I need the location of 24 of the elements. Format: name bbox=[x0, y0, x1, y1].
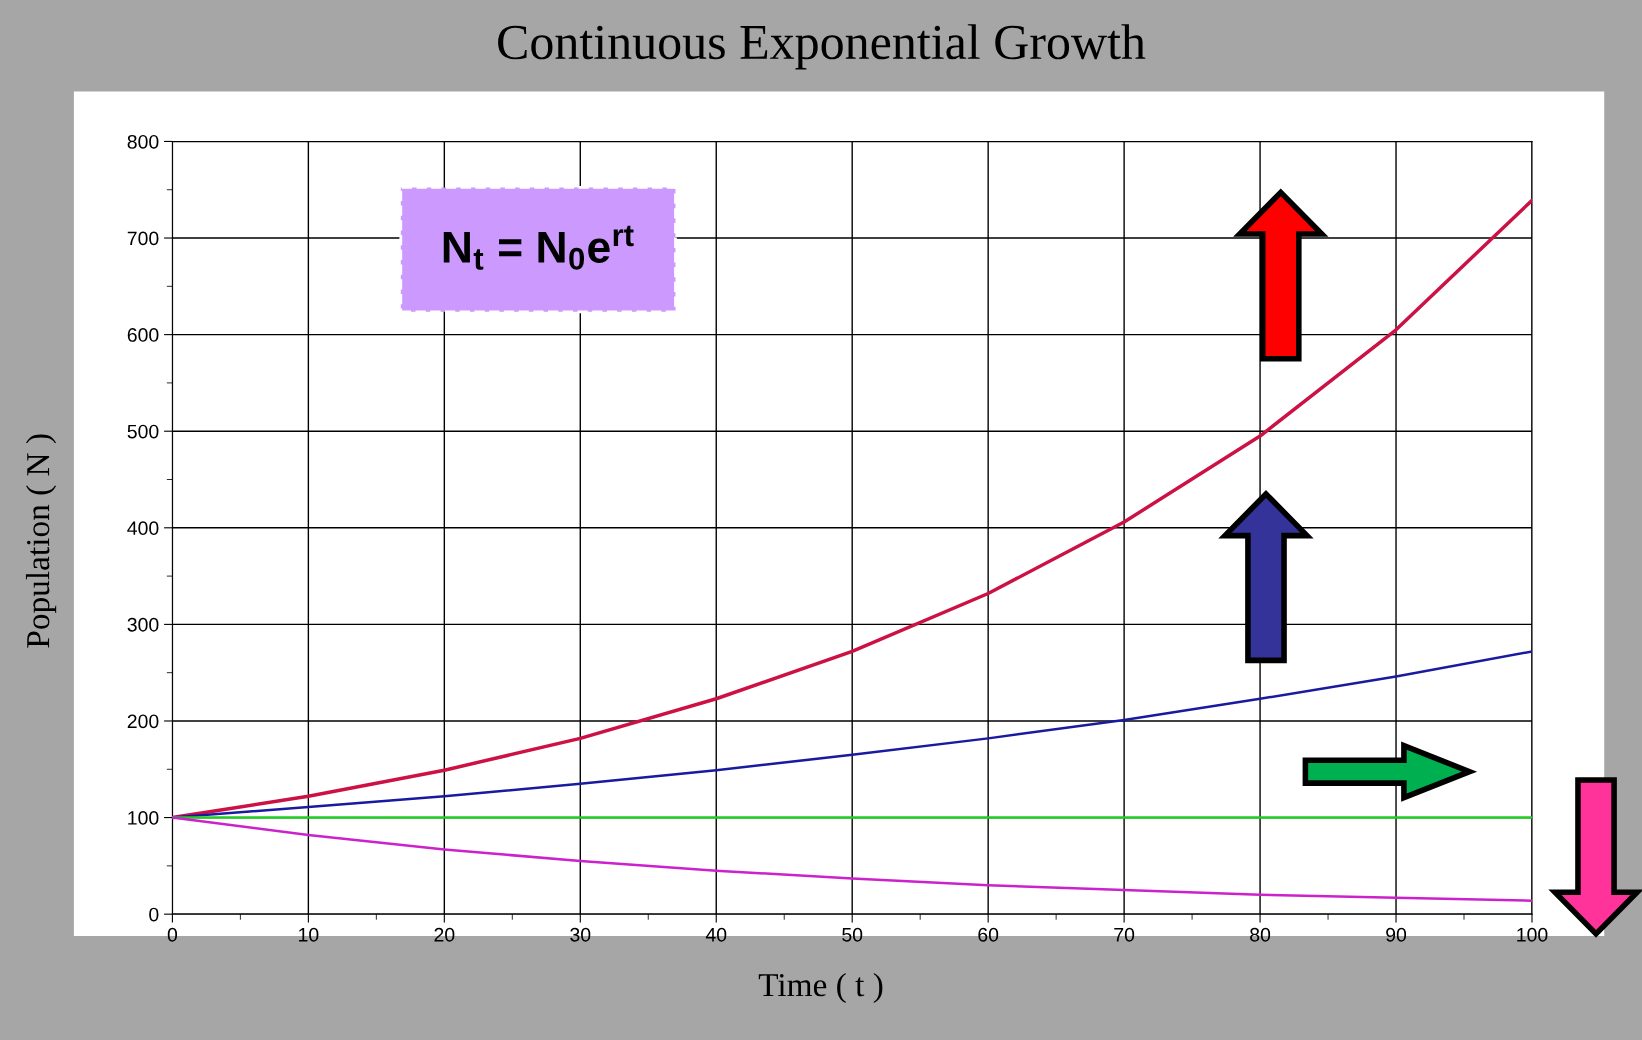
x-tick-label: 100 bbox=[1517, 927, 1548, 942]
chart-title: Continuous Exponential Growth bbox=[498, 24, 1146, 70]
x-tick-label: 30 bbox=[570, 927, 591, 942]
x-axis-title: Time ( t ) bbox=[758, 972, 883, 1004]
y-tick-label: 300 bbox=[127, 617, 159, 632]
y-tick-label: 400 bbox=[127, 521, 159, 536]
x-tick-label: 0 bbox=[167, 927, 178, 942]
y-tick-label: 700 bbox=[127, 231, 159, 246]
y-tick-label: 0 bbox=[149, 907, 159, 922]
x-tick-label: 80 bbox=[1250, 927, 1271, 942]
x-tick-label: 10 bbox=[299, 927, 319, 942]
x-tick-label: 60 bbox=[978, 927, 999, 942]
x-tick-label: 90 bbox=[1386, 927, 1407, 942]
y-tick-label: 500 bbox=[127, 424, 159, 439]
x-tick-label: 20 bbox=[434, 927, 455, 942]
x-tick-label: 50 bbox=[842, 927, 863, 942]
y-tick-label: 200 bbox=[127, 714, 159, 729]
y-tick-label: 100 bbox=[128, 811, 159, 825]
y-tick-label: 800 bbox=[127, 134, 159, 149]
y-axis-title: Population ( N ) bbox=[25, 434, 57, 648]
annotation: N$_{t}$ = N$_{0}$e$^{rt}$ bbox=[443, 225, 634, 270]
x-tick-label: 70 bbox=[1114, 927, 1135, 942]
y-tick-label: 600 bbox=[127, 328, 159, 342]
x-tick-label: 40 bbox=[705, 927, 727, 942]
